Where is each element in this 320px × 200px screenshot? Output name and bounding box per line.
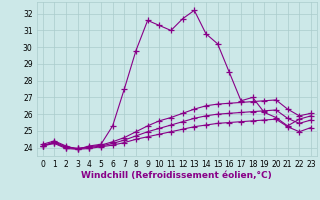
X-axis label: Windchill (Refroidissement éolien,°C): Windchill (Refroidissement éolien,°C) (81, 171, 272, 180)
